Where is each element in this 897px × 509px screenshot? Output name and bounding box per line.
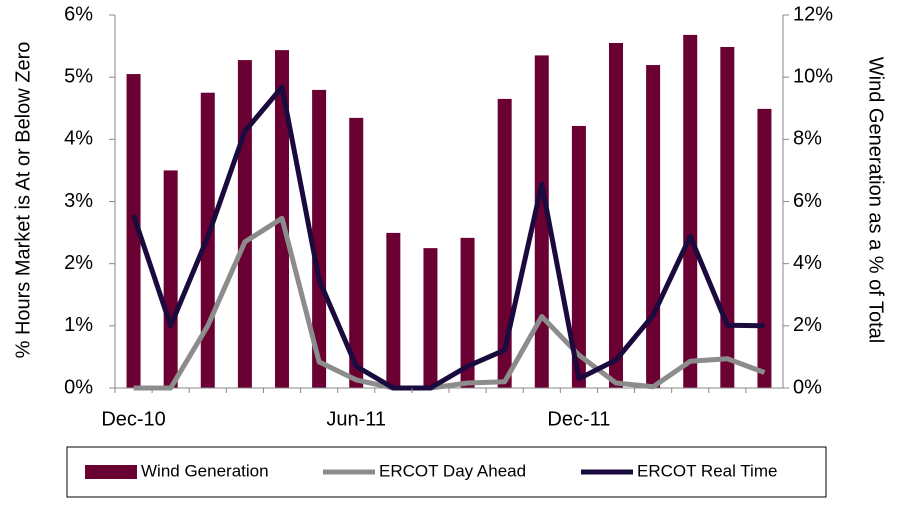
legend-box — [66, 446, 827, 498]
x-tick-label: Dec-11 — [547, 408, 610, 430]
y2-tick-label: 10% — [793, 65, 833, 87]
bar — [720, 47, 735, 388]
bar — [534, 55, 549, 389]
x-tick-label: Jun-11 — [326, 408, 386, 430]
y-tick-label: 1% — [64, 314, 93, 336]
y-tick-label: 5% — [64, 65, 93, 87]
bar — [460, 237, 475, 388]
y2-tick-label: 2% — [793, 314, 822, 336]
y2-tick-label: 4% — [793, 252, 822, 274]
bar — [312, 89, 327, 389]
y2-tick-label: 12% — [793, 3, 833, 25]
line — [131, 84, 765, 391]
bar — [683, 34, 698, 388]
bar — [423, 248, 438, 388]
y2-tick-label: 8% — [793, 128, 822, 150]
bar — [497, 98, 512, 389]
line — [133, 215, 766, 391]
bar — [349, 117, 364, 388]
bar — [646, 65, 661, 389]
bar — [609, 42, 623, 388]
legend-label: ERCOT Day Ahead — [379, 461, 526, 480]
y-tick-label: 0% — [64, 376, 93, 398]
bar — [126, 74, 141, 388]
y-tick-label: 2% — [64, 252, 93, 274]
y-tick-label: 6% — [64, 3, 93, 25]
x-tick-label: Dec-10 — [101, 408, 165, 430]
y-axis-title: % Hours Market is At or Below Zero — [12, 42, 34, 359]
y-tick-label: 3% — [64, 190, 93, 212]
bar — [237, 60, 252, 389]
bar — [386, 232, 401, 388]
legend-label: ERCOT Real Time — [637, 461, 777, 480]
y-tick-label: 4% — [64, 128, 93, 150]
y2-tick-label: 6% — [793, 190, 822, 212]
legend-swatch — [85, 465, 137, 479]
bar — [757, 108, 772, 388]
y2-tick-label: 0% — [793, 376, 822, 398]
bar — [163, 170, 178, 388]
bar — [571, 125, 586, 388]
y2-axis-title: Wind Generation as a % of Total — [865, 57, 887, 343]
legend-label: Wind Generation — [141, 461, 269, 480]
